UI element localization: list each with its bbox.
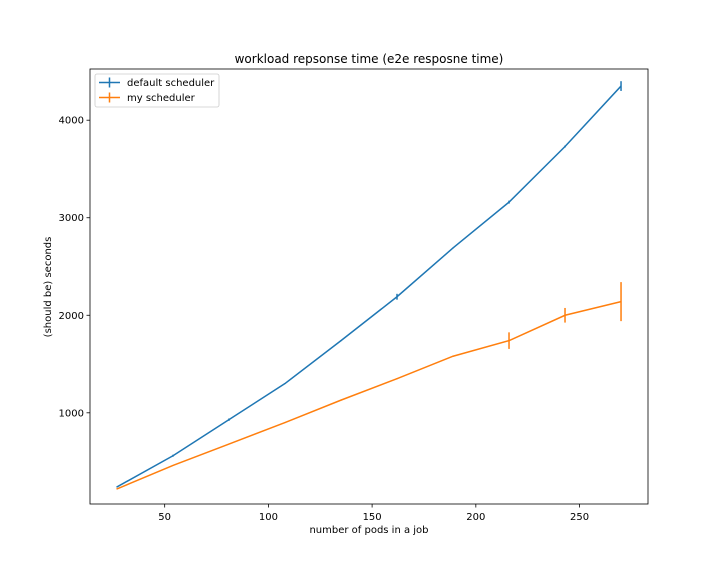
axes-frame xyxy=(89,68,649,505)
legend: default scheduler my scheduler xyxy=(94,73,220,108)
series-line-0 xyxy=(116,85,622,488)
legend-label: my scheduler xyxy=(127,93,196,104)
x-tick-label: 250 xyxy=(570,512,589,523)
legend-label: default scheduler xyxy=(127,78,215,89)
x-axis-label: number of pods in a job xyxy=(309,525,428,536)
y-axis-label: (should be) seconds xyxy=(43,237,54,338)
chart-title: workload repsonse time (e2e resposne tim… xyxy=(235,52,504,66)
x-tick-label: 50 xyxy=(158,512,171,523)
y-tick-label: 4000 xyxy=(59,116,84,127)
plot-area: 50 100 150 200 250 1000 2000 3000 4000 xyxy=(59,68,649,523)
x-tick-label: 150 xyxy=(363,512,382,523)
y-tick-label: 1000 xyxy=(59,408,84,419)
y-tick-label: 3000 xyxy=(59,213,84,224)
series-line-1 xyxy=(116,300,622,490)
x-tick-label: 200 xyxy=(466,512,485,523)
legend-box xyxy=(94,73,220,108)
x-tick-label: 100 xyxy=(259,512,278,523)
y-tick-label: 2000 xyxy=(59,311,84,322)
